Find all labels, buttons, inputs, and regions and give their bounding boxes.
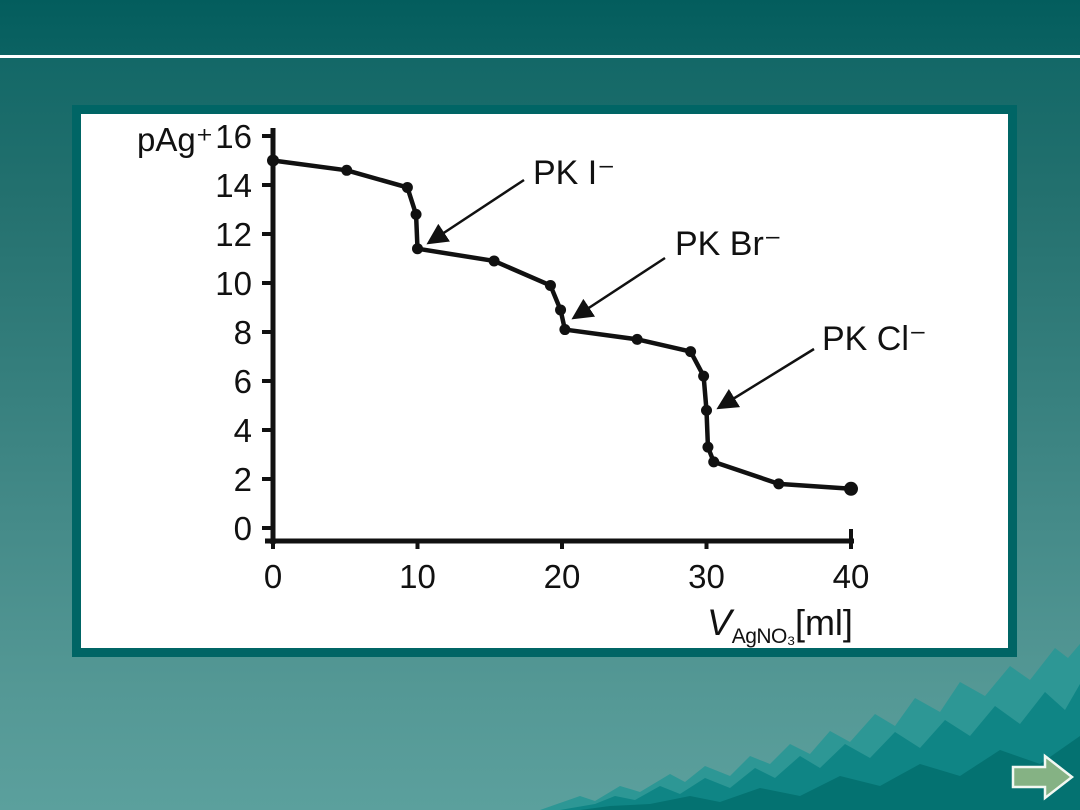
x-tick-label: 30 bbox=[688, 558, 725, 595]
data-point bbox=[488, 255, 500, 267]
data-point bbox=[773, 478, 785, 490]
annotation-label: PK Cl⁻ bbox=[822, 320, 927, 358]
y-tick-label: 12 bbox=[215, 216, 252, 253]
y-tick-label: 4 bbox=[234, 412, 252, 449]
data-point bbox=[701, 404, 712, 416]
x-tick-label: 40 bbox=[833, 558, 870, 595]
chart-frame: 16 14 12 10 8 6 4 2 0 0 10 20 30 40 PK I⁻ PK Br⁻ PK Cl⁻ … bbox=[72, 105, 1017, 657]
mountain-front-ridge bbox=[580, 736, 1080, 810]
x-tick-label: 0 bbox=[264, 558, 282, 595]
mountain-decoration bbox=[540, 644, 1080, 810]
x-axis-title: VAgNO₃[ml] bbox=[707, 602, 853, 649]
data-point bbox=[341, 164, 353, 176]
y-tick-label: 2 bbox=[234, 461, 252, 498]
annotation-label: PK I⁻ bbox=[533, 154, 615, 192]
right-arrow-icon bbox=[1011, 753, 1075, 801]
data-point bbox=[412, 243, 423, 255]
annotation-arrow bbox=[716, 347, 815, 410]
data-point bbox=[708, 456, 720, 468]
x-axis-subscript: AgNO₃ bbox=[731, 625, 796, 648]
data-point bbox=[702, 441, 714, 453]
x-tick-label: 10 bbox=[399, 558, 436, 595]
data-point bbox=[559, 324, 571, 336]
data-point bbox=[631, 333, 643, 345]
titration-curve bbox=[270, 158, 854, 492]
y-tick-label: 6 bbox=[234, 363, 252, 400]
data-point bbox=[685, 346, 697, 358]
x-axis-unit: [ml] bbox=[794, 602, 853, 643]
data-point bbox=[544, 279, 556, 291]
data-point bbox=[267, 154, 279, 167]
data-point bbox=[410, 208, 422, 220]
x-tick-label: 20 bbox=[544, 558, 581, 595]
data-point bbox=[698, 370, 710, 382]
next-slide-button[interactable] bbox=[1008, 752, 1078, 804]
y-axis-title: pAg⁺ bbox=[137, 121, 214, 158]
data-point bbox=[401, 181, 413, 193]
titration-chart: 16 14 12 10 8 6 4 2 0 0 10 20 30 40 PK I⁻ PK Br⁻ PK Cl⁻ … bbox=[81, 114, 1008, 648]
y-tick-label: 16 bbox=[215, 118, 252, 155]
x-axis-variable: V bbox=[707, 602, 732, 643]
top-separator-line bbox=[0, 55, 1080, 58]
annotation-arrow bbox=[426, 178, 525, 245]
y-tick-label: 14 bbox=[215, 167, 252, 204]
annotation-arrow bbox=[571, 256, 666, 320]
y-tick-label: 8 bbox=[234, 314, 252, 351]
y-tick-label: 0 bbox=[234, 510, 252, 547]
data-point bbox=[555, 304, 567, 316]
y-tick-label: 10 bbox=[215, 265, 252, 302]
data-point bbox=[844, 481, 858, 496]
annotation-label: PK Br⁻ bbox=[675, 225, 782, 263]
